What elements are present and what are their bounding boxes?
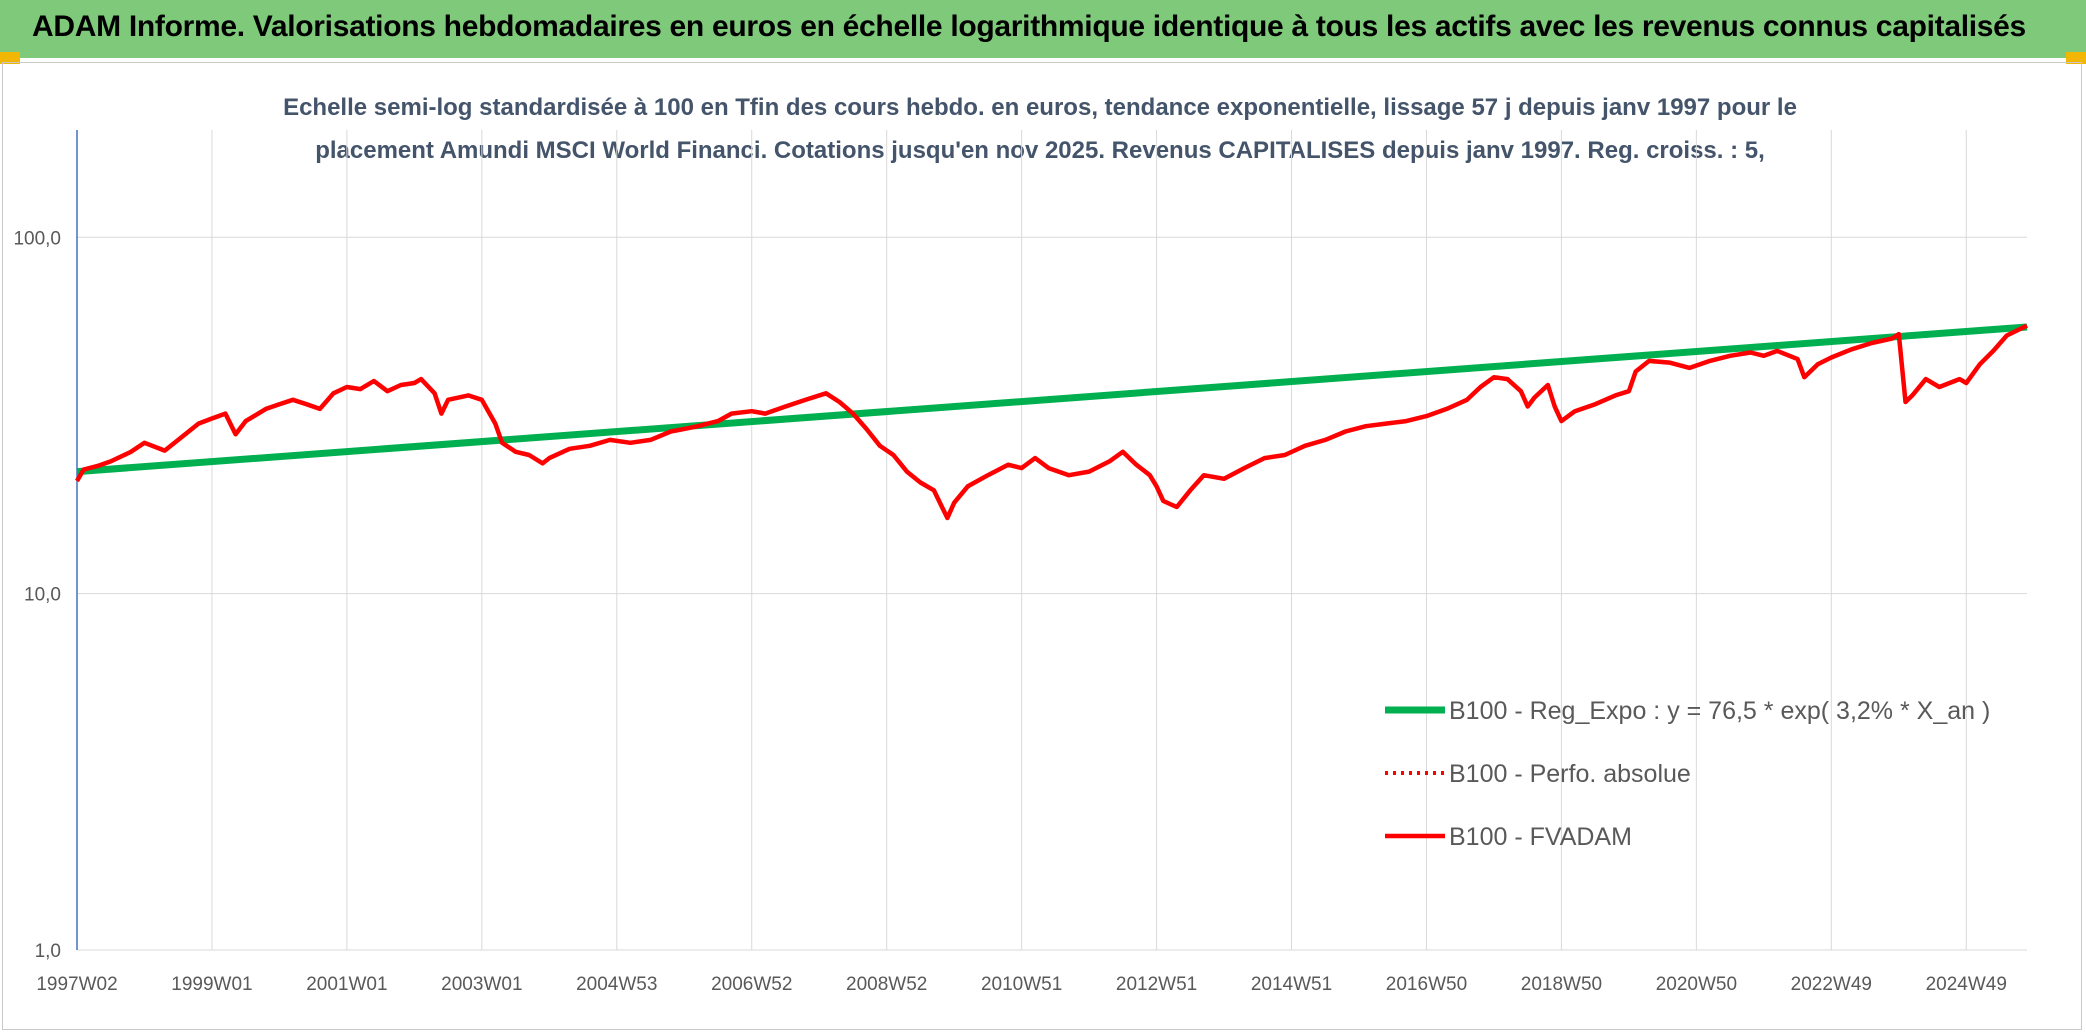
y-tick-label: 100,0 — [13, 228, 61, 249]
x-tick-label: 2014W51 — [1251, 974, 1332, 995]
x-tick-label: 2022W49 — [1791, 974, 1872, 995]
series-line-1 — [76, 323, 2028, 476]
y-tick-label: 1,0 — [35, 941, 61, 962]
x-tick-label: 2008W52 — [846, 974, 927, 995]
report-title: ADAM Informe. Valorisations hebdomadaire… — [32, 10, 2026, 43]
chart-subtitle-line-1: Echelle semi-log standardisée à 100 en T… — [283, 94, 1797, 121]
x-tick-label: 2004W53 — [576, 974, 657, 995]
chart-frame — [2, 62, 2082, 1030]
series-line-3 — [75, 323, 2028, 521]
x-tick-label: 2003W01 — [441, 974, 522, 995]
x-tick-label: 2006W52 — [711, 974, 792, 995]
axes: 1997W02 1999W01 2001W01 2003W01 2004W53 2006W… — [13, 130, 2007, 995]
legend-label-2: B100 - Perfo. absolue — [1449, 760, 1691, 788]
x-tick-label: 2010W51 — [981, 974, 1062, 995]
legend: B100 - Reg_Expo : y = 76,5 * exp( 3,2% *… — [1385, 697, 1990, 851]
corner-marker-left — [0, 52, 20, 64]
x-tick-label: 2018W50 — [1521, 974, 1602, 995]
legend-label-3: B100 - FVADAM — [1449, 823, 1632, 851]
x-tick-label: 1997W02 — [36, 974, 117, 995]
x-tick-label: 2012W51 — [1116, 974, 1197, 995]
title-banner: ADAM Informe. Valorisations hebdomadaire… — [0, 0, 2086, 58]
x-tick-label: 2020W50 — [1656, 974, 1737, 995]
corner-marker-right — [2066, 52, 2086, 64]
plot-area — [75, 323, 2028, 521]
gridlines — [77, 130, 2027, 951]
x-tick-label: 1999W01 — [171, 974, 252, 995]
y-tick-label: 10,0 — [24, 585, 61, 606]
x-tick-label: 2001W01 — [306, 974, 387, 995]
legend-label-1: B100 - Reg_Expo : y = 76,5 * exp( 3,2% *… — [1449, 697, 1990, 725]
x-tick-label: 2016W50 — [1386, 974, 1467, 995]
chart-subtitle-line-2: placement Amundi MSCI World Financi. Cot… — [315, 137, 1765, 164]
x-tick-label: 2024W49 — [1926, 974, 2007, 995]
